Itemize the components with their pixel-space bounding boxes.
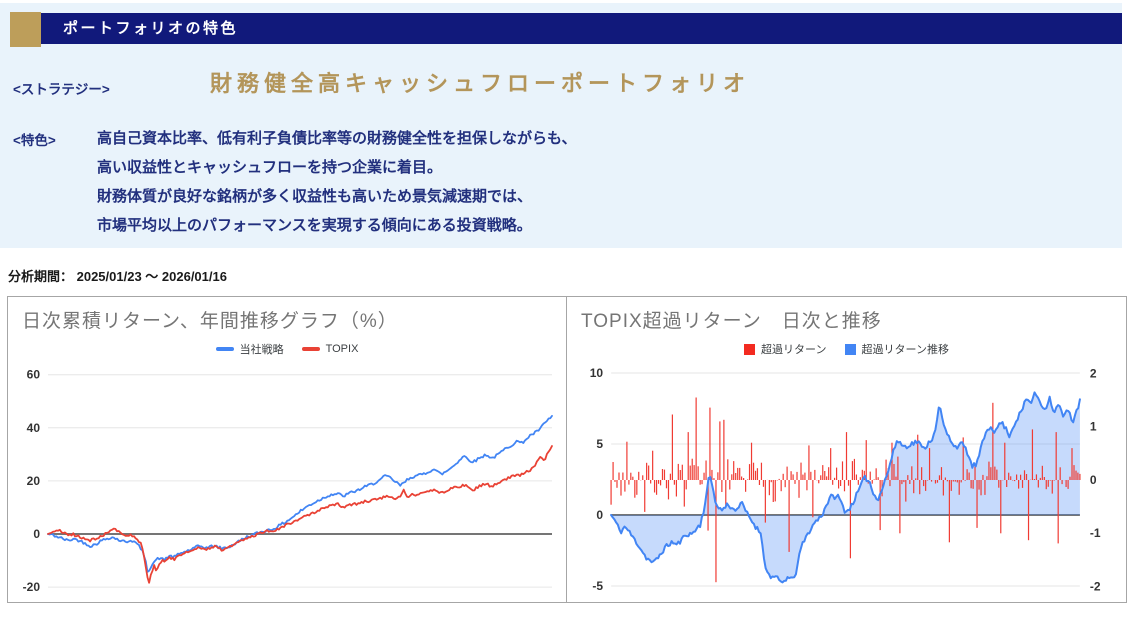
right-y-axis-tick-label: -1 [1090,526,1101,540]
chart-legend: 当社戦略 TOPIX [8,341,566,357]
left-y-axis-tick-label: 10 [590,366,604,380]
features-description: 高自己資本比率、低有利子負債比率等の財務健全性を担保しながらも、 高い収益性とキ… [97,124,577,240]
section-title: ポートフォリオの特色 [63,20,239,37]
legend-label: 超過リターン推移 [861,344,949,356]
legend-label: 当社戦略 [239,344,284,356]
y-axis-tick-label: -20 [23,580,41,594]
feature-line: 高い収益性とキャッシュフローを持つ企業に着目。 [97,159,443,176]
legend-label: 超過リターン [761,344,827,356]
chart-title: TOPIX超過リターン 日次と推移 [581,311,882,332]
y-axis-tick-label: 0 [33,527,40,541]
legend-swatch-dash-icon [301,347,320,351]
chart-title: 日次累積リターン、年間推移グラフ（%） [22,311,398,332]
left-y-axis-tick-label: 5 [596,437,603,451]
analysis-period: 分析期間： 2025/01/23 ～ 2026/01/16 [8,269,227,284]
legend-item: 超過リターン推移 [844,341,949,357]
feature-line: 高自己資本比率、低有利子負債比率等の財務健全性を担保しながらも、 [97,130,577,147]
gold-accent-square [10,12,41,47]
y-axis-tick-label: 40 [27,421,41,435]
legend-swatch-square-icon [744,343,756,355]
right-y-axis-tick-label: 2 [1090,367,1097,381]
feature-line: 市場平均以上のパフォーマンスを実現する傾向にある投資戦略。 [97,217,532,234]
series-line-strategy [47,415,553,573]
cumulative-return-panel: 日次累積リターン、年間推移グラフ（%） 当社戦略 TOPIX 60 40 20 0 -20 [7,296,567,603]
left-y-axis-tick-label: -5 [592,579,603,593]
left-y-axis-tick-label: 0 [596,508,603,522]
feature-line: 財務体質が良好な銘柄が多く収益性も高いため景気減速期では、 [97,188,533,205]
right-y-axis-tick-label: 0 [1090,473,1097,487]
excess-return-panel: TOPIX超過リターン 日次と推移 超過リターン 超過リターン推移 10 5 0 -5 2… [567,296,1127,603]
strategy-label: <ストラテジー> [13,82,110,97]
y-axis-tick-label: 20 [27,474,41,488]
excess-return-bars [610,397,1081,583]
portfolio-header-section: ポートフォリオの特色 <ストラテジー> 財務健全高キャッシュフローポートフォリオ… [0,3,1122,248]
legend-swatch-square-icon [844,343,856,355]
legend-swatch-dash-icon [215,347,234,351]
excess-return-area [611,392,1080,583]
section-title-bar: ポートフォリオの特色 [41,13,1122,44]
chart-legend: 超過リターン 超過リターン推移 [567,341,1126,357]
legend-item: 当社戦略 [215,341,284,357]
series-line-topix [47,445,553,584]
daily-cumulative-return-chart: 60 40 20 0 -20 [23,368,553,594]
legend-item: 超過リターン [744,341,827,357]
right-y-axis-tick-label: -2 [1090,580,1101,594]
excess-return-trend-line [610,391,1081,584]
legend-label: TOPIX [325,343,359,355]
right-y-axis-tick-label: 1 [1090,420,1097,434]
y-axis-tick-label: 60 [27,368,41,382]
strategy-title: 財務健全高キャッシュフローポートフォリオ [210,71,751,96]
features-label: <特色> [13,133,56,148]
legend-item: TOPIX [301,343,359,355]
